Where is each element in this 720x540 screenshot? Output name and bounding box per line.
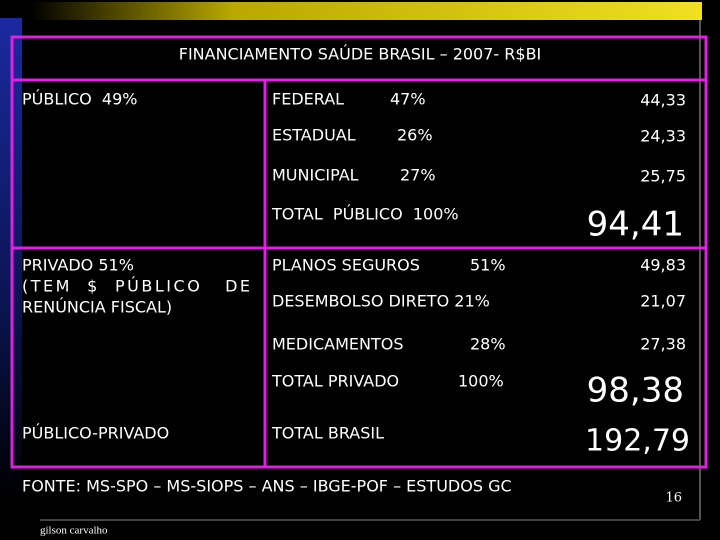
row-value: 49,83 bbox=[640, 256, 686, 275]
total-value: 94,41 bbox=[587, 205, 684, 245]
author: gilson carvalho bbox=[40, 525, 108, 537]
row-name: PLANOS SEGUROS bbox=[272, 256, 420, 275]
page-number: 16 bbox=[665, 491, 682, 506]
row-share: 47% bbox=[390, 90, 426, 109]
group-label: PÚBLICO 49% bbox=[22, 90, 137, 109]
group-label: (TEM $ PÚBLICO DE bbox=[22, 277, 250, 296]
row-name: ESTADUAL bbox=[272, 126, 356, 145]
source: FONTE: MS-SPO – MS-SIOPS – ANS – IBGE-PO… bbox=[22, 477, 512, 496]
group-label: PRIVADO 51% bbox=[22, 256, 134, 275]
row-name: DESEMBOLSO DIRETO 21% bbox=[272, 292, 490, 311]
group-label: RENÚNCIA FISCAL) bbox=[22, 298, 172, 317]
group-label: PÚBLICO-PRIVADO bbox=[22, 424, 169, 443]
total-label: TOTAL PÚBLICO 100% bbox=[271, 205, 459, 224]
total-share: 100% bbox=[458, 372, 504, 391]
title: FINANCIAMENTO SAÚDE BRASIL – 2007- R$BI bbox=[179, 45, 542, 64]
row-name: FEDERAL bbox=[272, 90, 344, 109]
row-share: 26% bbox=[397, 126, 433, 145]
row-value: 24,33 bbox=[640, 127, 686, 146]
row-value: 25,75 bbox=[640, 167, 686, 186]
row-value: 27,38 bbox=[640, 335, 686, 354]
row-value: 21,07 bbox=[640, 292, 686, 311]
table-border bbox=[10, 35, 708, 469]
total-value: 98,38 bbox=[587, 371, 684, 411]
total-label: TOTAL BRASIL bbox=[271, 424, 384, 443]
row-share: 27% bbox=[400, 166, 436, 185]
row-value: 44,33 bbox=[640, 91, 686, 110]
total-label: TOTAL PRIVADO bbox=[271, 372, 399, 391]
top-bar bbox=[30, 2, 702, 20]
row-name: MEDICAMENTOS bbox=[272, 335, 403, 354]
row-name: MUNICIPAL bbox=[272, 166, 359, 185]
row-share: 28% bbox=[470, 335, 506, 354]
row-share: 51% bbox=[470, 256, 506, 275]
grand-total-value: 192,79 bbox=[585, 424, 690, 459]
